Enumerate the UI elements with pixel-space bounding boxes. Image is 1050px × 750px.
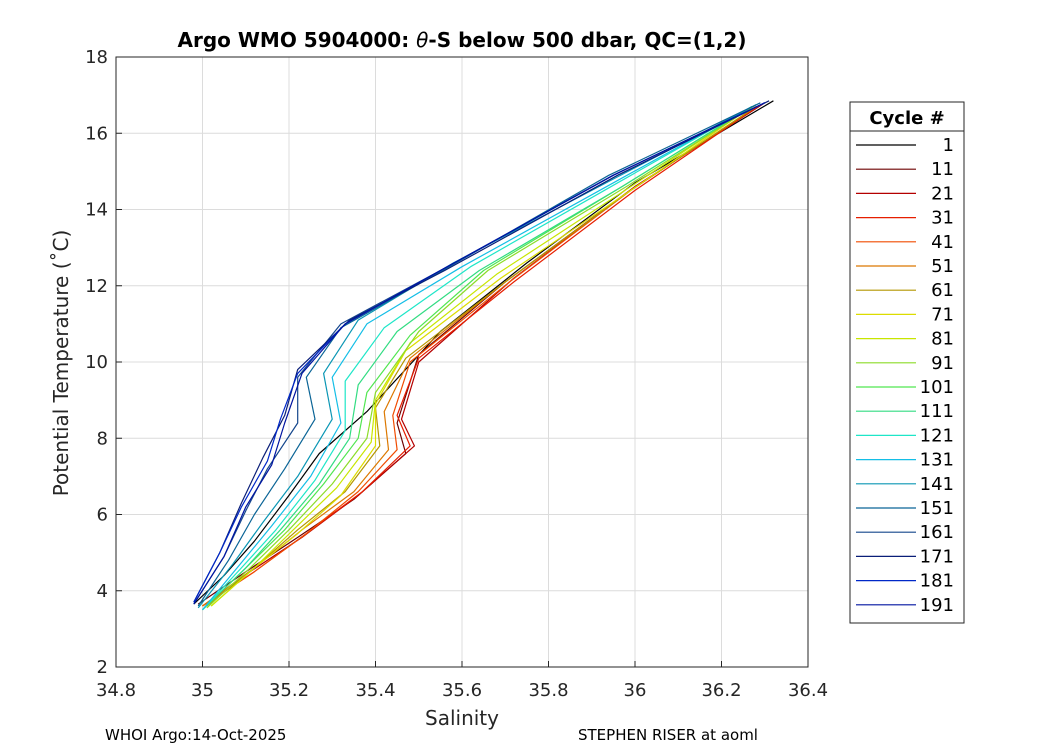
y-tick-label: 6 (97, 505, 108, 526)
series-line-61 (206, 106, 757, 607)
legend-label-181: 181 (920, 571, 954, 592)
y-tick-label: 12 (85, 276, 108, 297)
legend-title: Cycle # (869, 108, 944, 129)
x-tick-label: 36.2 (701, 680, 741, 701)
y-tick-label: 4 (97, 581, 108, 602)
series-line-131 (202, 106, 753, 611)
x-axis-label: Salinity (425, 706, 499, 730)
legend-label-1: 1 (943, 135, 954, 156)
series-line-41 (202, 106, 757, 607)
series-line-191 (193, 102, 765, 605)
y-tick-label: 2 (97, 657, 108, 678)
legend-label-131: 131 (920, 450, 954, 471)
plot-border (115, 56, 809, 668)
x-tick-label: 34.8 (96, 680, 136, 701)
legend-label-141: 141 (920, 474, 954, 495)
legend-label-61: 61 (931, 280, 954, 301)
x-tick-label: 36 (624, 680, 647, 701)
chart-title: Argo WMO 5904000: θ-S below 500 dbar, QC… (178, 28, 747, 52)
x-tick-label: 35.8 (528, 680, 568, 701)
y-tick-label: 14 (85, 200, 108, 221)
legend-label-151: 151 (920, 498, 954, 519)
x-tick-label: 36.4 (788, 680, 828, 701)
series-line-101 (202, 106, 753, 611)
legend-label-161: 161 (920, 522, 954, 543)
series-line-71 (210, 106, 753, 607)
plot-area: 34.8 35 35.2 35.4 35.6 35.8 36 36.2 36.4 2 4 6 8 10 12… (85, 47, 828, 701)
legend-label-171: 171 (920, 546, 954, 567)
footer-attribution: STEPHEN RISER at aoml (578, 726, 758, 744)
x-tick-label: 35 (191, 680, 214, 701)
legend-label-51: 51 (931, 256, 954, 277)
legend-label-11: 11 (931, 159, 954, 180)
legend-label-41: 41 (931, 232, 954, 253)
x-tick-label: 35.4 (355, 680, 395, 701)
series-line-141 (197, 104, 757, 609)
series-line-81 (210, 106, 753, 607)
series-line-111 (202, 106, 753, 611)
legend-label-121: 121 (920, 425, 954, 446)
legend-label-111: 111 (920, 401, 954, 422)
series-line-121 (202, 106, 753, 611)
legend-label-101: 101 (920, 377, 954, 398)
x-tick-label: 35.6 (442, 680, 482, 701)
legend-label-21: 21 (931, 183, 954, 204)
series-line-1 (193, 100, 774, 605)
y-tick-label: 16 (85, 123, 108, 144)
legend: Cycle #111213141516171819110111112113114… (849, 101, 965, 624)
legend-label-191: 191 (920, 595, 954, 616)
legend-label-81: 81 (931, 329, 954, 350)
legend-label-91: 91 (931, 353, 954, 374)
y-axis-label: Potential Temperature (˚C) (49, 230, 73, 497)
footer-source-date: WHOI Argo:14-Oct-2025 (105, 726, 287, 744)
legend-label-71: 71 (931, 304, 954, 325)
y-tick-label: 18 (85, 47, 108, 68)
series-line-171 (193, 100, 770, 603)
y-tick-label: 8 (97, 428, 108, 449)
x-tick-label: 35.2 (269, 680, 309, 701)
legend-label-31: 31 (931, 208, 954, 229)
series-line-91 (206, 104, 757, 609)
y-tick-label: 10 (85, 352, 108, 373)
